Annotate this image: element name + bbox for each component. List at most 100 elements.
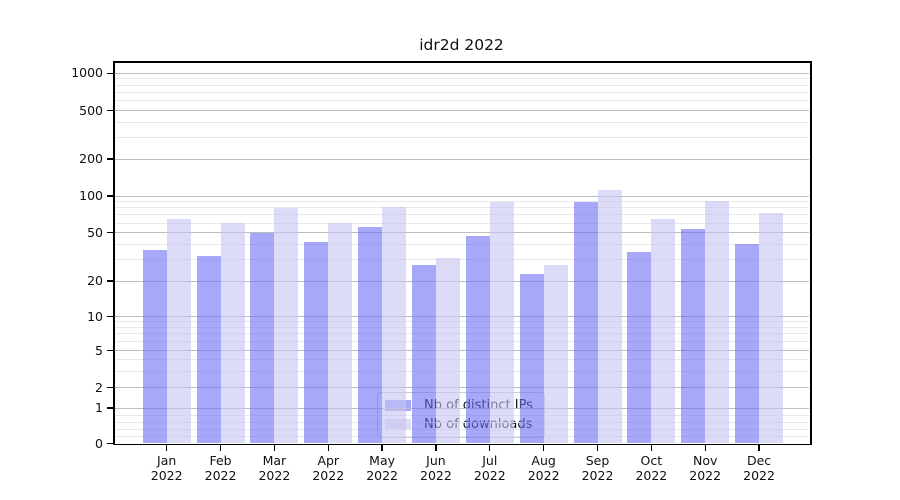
y-tick-mark <box>107 349 113 352</box>
x-tick-mark <box>489 445 491 452</box>
x-tick-year: 2022 <box>527 468 560 483</box>
y-tick-mark <box>107 386 113 389</box>
x-tick-month: May <box>369 452 396 468</box>
plot-spine-left <box>113 61 115 444</box>
minor-gridline <box>114 326 809 328</box>
y-tick-mark <box>107 158 113 160</box>
bar-distinct-ips <box>250 232 275 444</box>
x-tick-year: 2022 <box>366 468 398 483</box>
x-tick-year: 2022 <box>473 468 506 483</box>
bar-downloads <box>328 223 353 444</box>
bar-distinct-ips <box>519 273 544 444</box>
x-tick-label: Nov 2022 <box>675 453 735 484</box>
minor-gridline <box>114 222 809 224</box>
y-tick-label: 100 <box>79 188 103 203</box>
minor-gridline <box>114 78 809 80</box>
major-gridline <box>114 350 809 351</box>
x-tick-label: Jun 2022 <box>406 453 466 484</box>
minor-gridline <box>114 259 809 261</box>
x-tick-label: Sep 2022 <box>568 453 628 484</box>
bar-downloads <box>166 218 191 444</box>
bar-downloads <box>489 201 514 444</box>
x-tick-mark <box>596 445 599 452</box>
major-gridline <box>114 232 809 234</box>
x-tick-label: Jul 2022 <box>460 453 520 484</box>
y-tick-mark <box>107 280 113 282</box>
x-tick-label: Oct 2022 <box>621 453 681 484</box>
minor-gridline <box>114 341 809 343</box>
x-tick-mark <box>435 445 437 452</box>
minor-gridline <box>114 435 809 437</box>
y-tick-label: 5 <box>95 342 103 358</box>
y-tick-label: 1000 <box>71 65 103 81</box>
chart-title: idr2d 2022 <box>419 36 504 54</box>
minor-gridline <box>114 91 809 93</box>
y-tick-mark <box>107 72 113 74</box>
minor-gridline <box>114 121 809 123</box>
major-gridline <box>114 280 809 282</box>
x-tick-year: 2022 <box>635 468 668 483</box>
x-tick-month: Jul <box>482 452 498 468</box>
x-tick-month: Jun <box>426 452 446 468</box>
x-tick-label: Mar 2022 <box>244 453 304 484</box>
x-tick-month: Jan <box>157 452 177 468</box>
major-gridline <box>114 387 809 388</box>
y-tick-label: 0 <box>95 435 103 451</box>
x-tick-label: Dec 2022 <box>729 453 789 484</box>
x-tick-mark <box>650 445 653 452</box>
x-tick-month: Sep <box>585 452 610 468</box>
x-tick-mark <box>219 445 222 452</box>
bar-distinct-ips <box>573 202 598 444</box>
bar-downloads <box>220 223 245 444</box>
y-tick-label: 50 <box>87 224 103 240</box>
x-tick-year: 2022 <box>581 468 614 483</box>
x-tick-label: Jan 2022 <box>137 453 197 484</box>
plot-spine-bottom <box>113 443 812 446</box>
y-tick-mark <box>107 442 113 445</box>
x-tick-mark <box>758 445 760 452</box>
minor-gridline <box>114 100 809 102</box>
bar-downloads <box>435 257 460 444</box>
x-tick-month: Nov <box>692 452 718 468</box>
x-tick-label: Feb 2022 <box>191 453 251 484</box>
x-tick-month: Oct <box>640 452 663 468</box>
x-tick-year: 2022 <box>204 468 237 483</box>
minor-gridline <box>114 243 809 245</box>
bar-distinct-ips <box>735 244 760 444</box>
x-tick-month: Aug <box>531 452 556 468</box>
y-tick-label: 10 <box>87 308 103 324</box>
minor-gridline <box>114 214 809 216</box>
y-tick-label: 20 <box>87 273 103 288</box>
bar-downloads <box>382 207 407 444</box>
x-tick-mark <box>381 445 383 452</box>
bar-downloads <box>597 190 622 444</box>
x-tick-label: Apr 2022 <box>298 453 358 484</box>
bar-downloads <box>651 218 676 444</box>
minor-gridline <box>114 137 809 139</box>
x-tick-mark <box>166 445 168 452</box>
major-gridline <box>114 316 809 317</box>
x-tick-month: Apr <box>317 452 340 468</box>
x-tick-year: 2022 <box>150 468 183 483</box>
major-gridline <box>114 110 809 111</box>
y-tick-mark <box>107 109 113 112</box>
bar-downloads <box>759 213 784 444</box>
y-tick-mark <box>107 232 113 234</box>
bar-downloads <box>705 200 730 444</box>
minor-gridline <box>114 207 809 209</box>
bar-distinct-ips <box>358 226 383 444</box>
minor-gridline <box>114 201 809 203</box>
minor-gridline <box>114 359 809 360</box>
minor-gridline <box>114 421 809 423</box>
major-gridline <box>114 158 809 160</box>
bar-distinct-ips <box>304 241 329 444</box>
x-tick-year: 2022 <box>420 468 452 483</box>
bar-distinct-ips <box>627 251 652 444</box>
major-gridline <box>114 72 809 74</box>
bar-distinct-ips <box>142 250 167 444</box>
minor-gridline <box>114 428 809 430</box>
x-tick-year: 2022 <box>258 468 291 483</box>
x-tick-label: Aug 2022 <box>514 453 574 484</box>
minor-gridline <box>114 84 809 86</box>
